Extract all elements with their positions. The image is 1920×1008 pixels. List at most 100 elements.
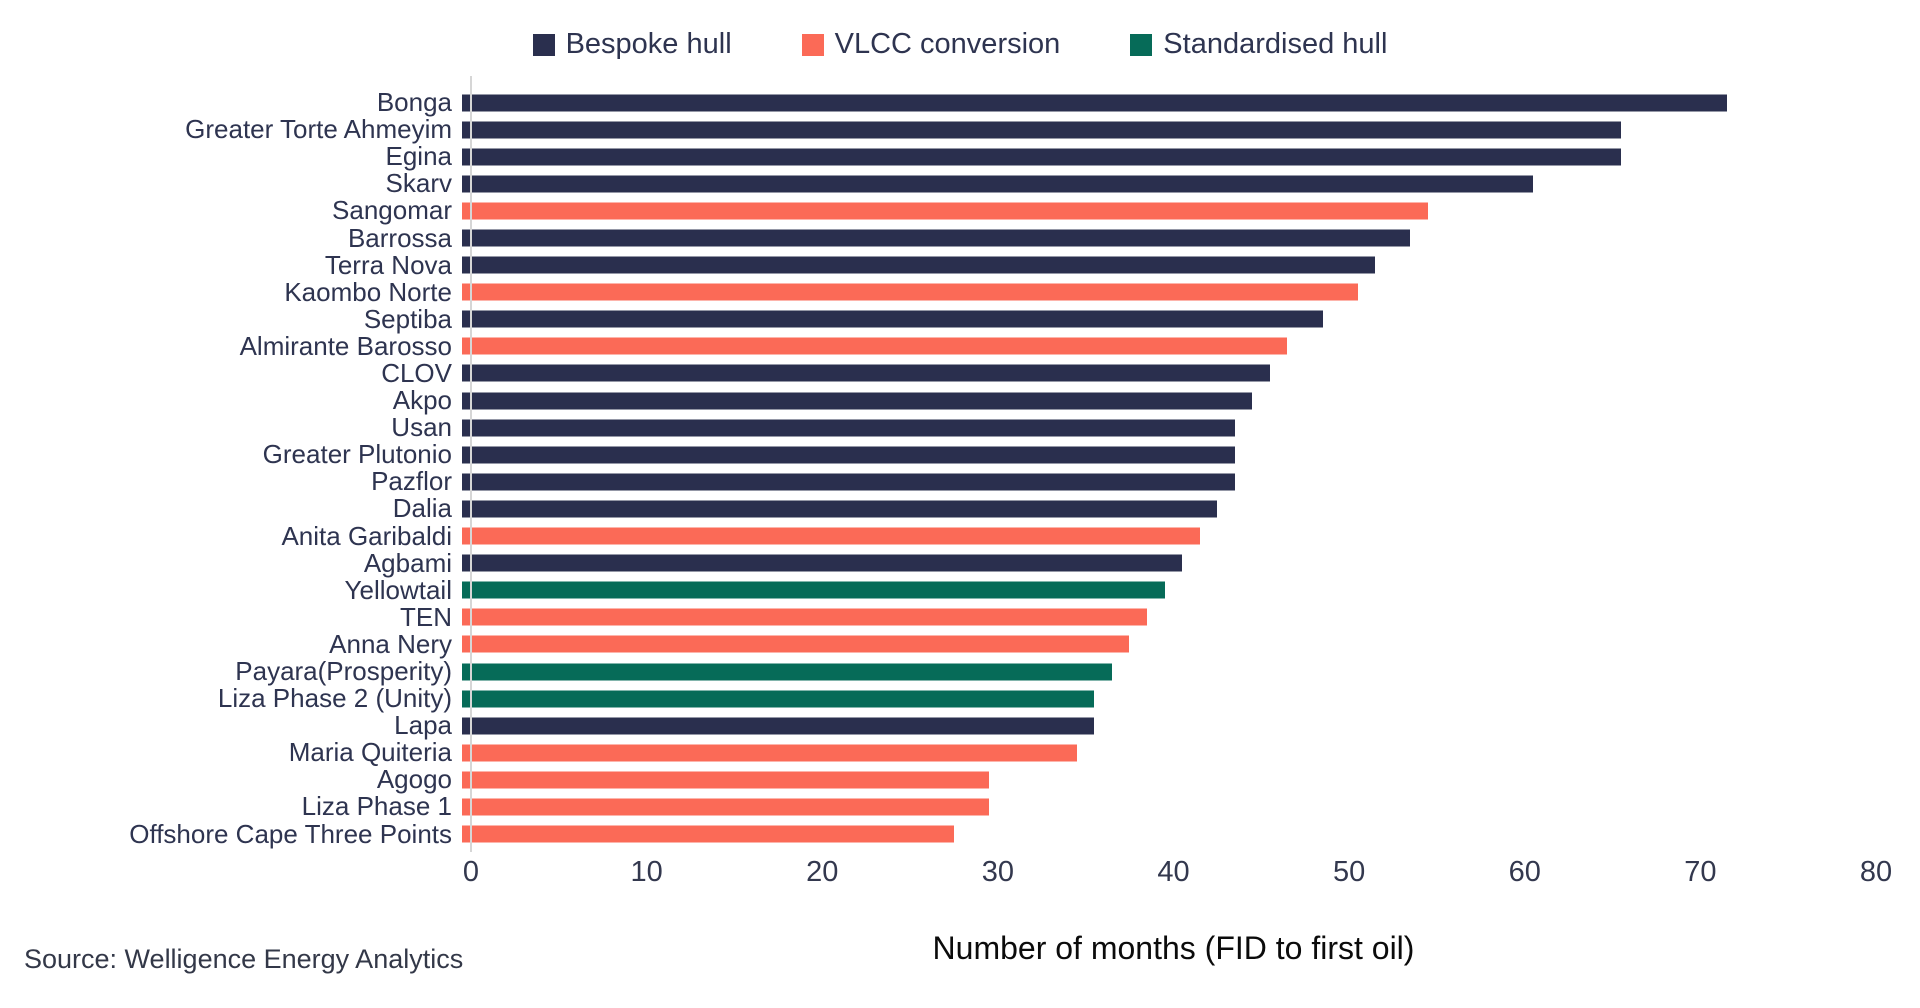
category-label: Anna Nery (329, 628, 452, 659)
category-label: Pazflor (371, 466, 452, 497)
bar-track (462, 577, 1867, 604)
category-label: Bonga (376, 87, 452, 118)
x-tick-label: 20 (806, 856, 839, 888)
chart-row: Skarv (0, 168, 1920, 199)
chart-row: Bonga (0, 87, 1920, 118)
chart-legend: Bespoke hull VLCC conversion Standardised … (0, 28, 1920, 61)
x-tick-label: 60 (1508, 856, 1541, 888)
bar-track (462, 197, 1867, 224)
bar-track (462, 712, 1867, 739)
x-axis: 0 10 20 30 40 50 60 70 80 (463, 856, 1892, 892)
chart-row: Akpo (0, 385, 1920, 416)
category-label: Greater Torte Ahmeyim (185, 114, 452, 145)
x-tick-label: 30 (981, 856, 1015, 888)
bar (462, 608, 1147, 626)
bar (462, 798, 989, 816)
chart-row: Greater Torte Ahmeyim (0, 114, 1920, 145)
x-tick-label: 10 (630, 856, 663, 888)
legend-swatch-icon (532, 33, 555, 56)
bar (462, 337, 1288, 355)
category-label: CLOV (381, 357, 452, 388)
bar-track (462, 739, 1867, 766)
bar (462, 283, 1358, 301)
category-label: Akpo (392, 385, 452, 416)
category-label: Liza Phase 2 (Unity) (217, 683, 452, 714)
bar (462, 771, 989, 789)
bar-track (462, 793, 1867, 820)
chart-row: Maria Quiteria (0, 737, 1920, 768)
chart-row: CLOV (0, 357, 1920, 388)
bar-track (462, 766, 1867, 793)
bar-track (462, 387, 1867, 414)
bar-track (462, 279, 1867, 306)
category-label: Almirante Barosso (239, 330, 452, 361)
bar-track (462, 224, 1867, 251)
bar-track (462, 441, 1867, 468)
chart-row: Lapa (0, 710, 1920, 741)
x-tick-label: 40 (1157, 856, 1190, 888)
chart-row: Dalia (0, 493, 1920, 523)
chart-row: Liza Phase 2 (Unity) (0, 683, 1920, 714)
bar-track (462, 604, 1867, 631)
bar-track (462, 170, 1867, 197)
category-label: Payara(Prosperity) (235, 656, 452, 687)
category-label: Kaombo Norte (284, 276, 452, 307)
bar-track (462, 333, 1867, 360)
chart-row: Terra Nova (0, 249, 1920, 280)
bar-track (462, 550, 1867, 577)
bar (462, 527, 1200, 545)
legend-swatch-icon (801, 33, 824, 56)
chart-row: Agbami (0, 547, 1920, 578)
category-label: Offshore Cape Three Points (129, 818, 452, 849)
bar (462, 310, 1323, 328)
bar-track (462, 89, 1867, 116)
chart-row: Greater Plutonio (0, 439, 1920, 470)
bar-track (462, 523, 1867, 550)
category-label: Usan (391, 412, 452, 443)
chart-row: Yellowtail (0, 574, 1920, 605)
bar-track (462, 631, 1867, 658)
legend-label: Standardised hull (1163, 28, 1388, 60)
bar (462, 392, 1253, 410)
category-label: Lapa (394, 710, 452, 741)
category-label: Skarv (385, 168, 452, 199)
chart-row: Payara(Prosperity) (0, 656, 1920, 687)
chart-row: Agogo (0, 764, 1920, 794)
bar (462, 175, 1534, 193)
category-label: Agbami (363, 547, 452, 578)
bar (462, 663, 1112, 681)
bar (462, 256, 1376, 274)
bar-track (462, 252, 1867, 279)
bar (462, 229, 1411, 247)
bar (462, 419, 1235, 437)
category-label: Terra Nova (324, 249, 452, 280)
chart-row: Anna Nery (0, 628, 1920, 659)
chart-row: Kaombo Norte (0, 276, 1920, 307)
bar-track (462, 821, 1867, 848)
category-label: Sangomar (332, 195, 452, 226)
x-tick-label: 70 (1684, 856, 1717, 888)
bar (462, 500, 1218, 518)
bar (462, 690, 1095, 708)
chart-row: Pazflor (0, 466, 1920, 497)
category-label: Yellowtail (344, 574, 452, 605)
chart-row: Liza Phase 1 (0, 791, 1920, 822)
bar (462, 635, 1130, 653)
x-tick-label: 0 (462, 856, 480, 888)
bar-track (462, 360, 1867, 387)
bar (462, 554, 1183, 572)
x-tick-label: 50 (1332, 856, 1366, 888)
bar-track (462, 685, 1867, 712)
bar-track (462, 495, 1867, 522)
chart-row: TEN (0, 602, 1920, 632)
bar (462, 744, 1077, 762)
bar (462, 717, 1095, 735)
bar (462, 202, 1428, 220)
category-label: Maria Quiteria (288, 737, 452, 768)
category-label: Liza Phase 1 (301, 791, 452, 822)
category-label: Greater Plutonio (262, 439, 452, 470)
bar-track (462, 306, 1867, 333)
x-axis-title: Number of months (FID to first oil) (932, 930, 1415, 966)
bar-track (462, 414, 1867, 441)
chart-row: Barrossa (0, 223, 1920, 253)
